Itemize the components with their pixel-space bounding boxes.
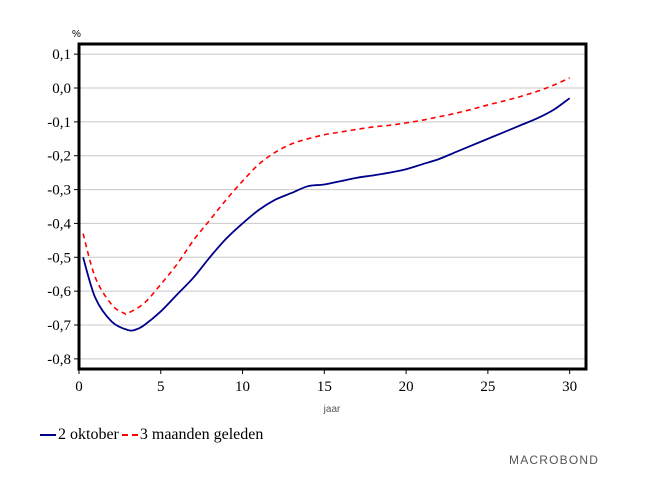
x-tick-label: 20 (399, 379, 414, 395)
y-tick-label: 0,0 (52, 81, 71, 97)
y-tick-label: -0,3 (47, 183, 71, 199)
y-unit-label: % (72, 29, 81, 40)
y-tick-label: -0,4 (47, 216, 71, 232)
y-tick-label: 0,1 (52, 47, 71, 63)
plot-frame (77, 42, 588, 371)
series-line-3-maanden-geleden (82, 77, 570, 316)
x-tick-label: 15 (317, 379, 332, 395)
y-axis-ticks: 0,1 0,0 -0,1 -0,2 -0,3 -0,4 -0,5 -0,6 -0,7 -0,8 (47, 47, 79, 368)
macrobond-logo: MACROBOND (509, 453, 600, 467)
legend-swatch-dashed (121, 434, 138, 436)
x-axis-label: jaar (323, 404, 341, 415)
y-tick-label: -0,7 (47, 318, 71, 334)
x-tick-label: 25 (480, 379, 495, 395)
legend: 2 oktober 3 maanden geleden (40, 426, 263, 444)
x-tick-label: 30 (562, 379, 577, 395)
x-tick-label: 0 (75, 379, 83, 395)
legend-label: 2 oktober (58, 426, 119, 443)
legend-swatch-solid (40, 434, 56, 436)
y-tick-label: -0,1 (47, 115, 71, 131)
series-line-2-oktober (82, 97, 571, 332)
x-axis-ticks: 0 5 10 15 20 25 30 (75, 369, 577, 395)
x-tick-label: 10 (235, 379, 250, 395)
gridlines (79, 53, 586, 360)
y-tick-label: -0,8 (47, 352, 71, 368)
y-tick-label: -0,5 (47, 250, 71, 266)
y-tick-label: -0,6 (47, 284, 71, 300)
legend-label: 3 maanden geleden (139, 426, 264, 443)
series-lines (82, 77, 571, 332)
legend-item-3-maanden-geleden: 3 maanden geleden (121, 426, 264, 444)
legend-item-2-oktober: 2 oktober (40, 426, 119, 444)
x-tick-label: 5 (157, 379, 165, 395)
y-tick-label: -0,2 (47, 149, 71, 165)
